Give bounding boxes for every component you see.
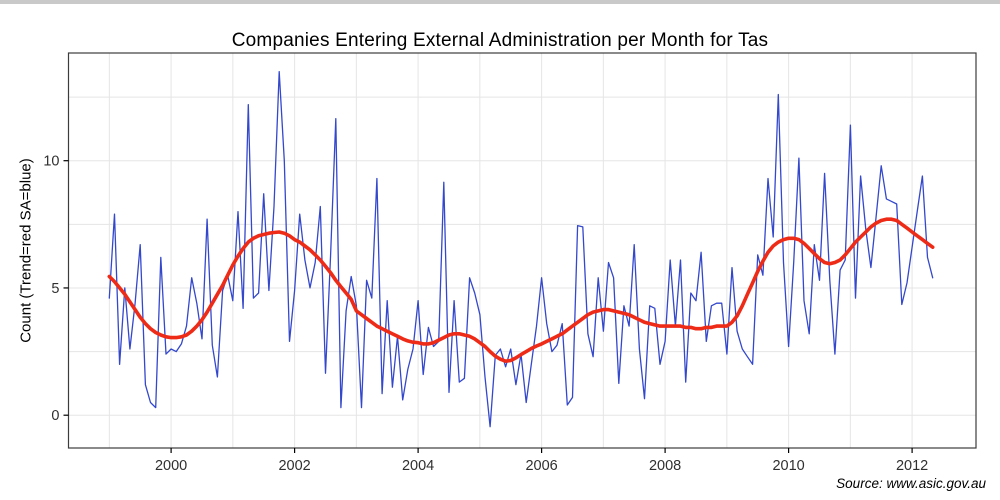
panel-background xyxy=(68,53,976,448)
source-note: Source: www.asic.gov.au xyxy=(836,476,986,491)
y-tick-label: 10 xyxy=(43,154,59,170)
x-tick-label: 2010 xyxy=(772,458,804,474)
trend-line xyxy=(107,217,935,364)
window-edge-strip xyxy=(0,0,1000,4)
x-tick-label: 2006 xyxy=(525,458,557,474)
panel-border xyxy=(67,52,977,449)
chart-title: Companies Entering External Administrati… xyxy=(231,30,769,51)
x-tick-label: 2002 xyxy=(278,458,310,474)
y-tick-label: 5 xyxy=(51,281,59,297)
x-tick-label: 2012 xyxy=(896,458,928,474)
x-tick-label: 2004 xyxy=(402,458,434,474)
x-tick-label: 2008 xyxy=(649,458,681,474)
x-tick-label: 2000 xyxy=(155,458,187,474)
y-tick-label: 0 xyxy=(51,408,59,424)
